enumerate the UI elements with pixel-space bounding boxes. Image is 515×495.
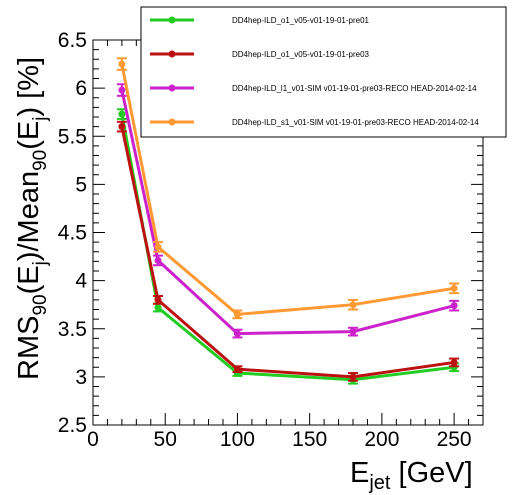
data-point <box>118 86 126 94</box>
y-axis-label-rms: RMS <box>13 316 45 380</box>
y-axis-label-sub90a: 90 <box>30 294 51 315</box>
data-point <box>154 256 162 264</box>
data-point <box>349 328 357 336</box>
legend-marker-3 <box>168 84 176 92</box>
data-point <box>450 284 458 292</box>
data-point <box>349 301 357 309</box>
legend-marker-1 <box>168 16 176 24</box>
y-axis-label-paren1: (E <box>13 265 45 294</box>
y-axis-label-sub90b: 90 <box>30 150 51 171</box>
legend-marker-2 <box>168 50 176 58</box>
data-point <box>233 365 241 373</box>
series-line-1 <box>120 113 455 382</box>
data-point <box>233 330 241 338</box>
data-point <box>349 373 357 381</box>
data-point <box>118 60 126 68</box>
legend-label-3: DD4hep-ILD_l1_v01-SIM v01-19-01-pre03-RE… <box>232 84 477 93</box>
series-line-2 <box>120 126 455 379</box>
y-tick-label: 5.5 <box>58 125 87 148</box>
data-point <box>154 243 162 251</box>
y-tick-label: 5 <box>75 173 87 196</box>
legend-box <box>140 6 507 138</box>
legend-label-2: DD4hep-ILD_o1_v05-v01-19-01-pre03 <box>232 50 370 59</box>
x-tick-label: 0 <box>87 428 99 451</box>
data-point <box>154 296 162 304</box>
x-axis-title: Ejet [GeV] <box>350 457 473 494</box>
y-tick-label: 2.5 <box>58 414 87 437</box>
y-tick-label: 4 <box>75 270 87 293</box>
y-axis-label-paren2: (E <box>13 121 45 150</box>
legend-marker-4 <box>168 118 176 126</box>
x-axis-label-unit: [GeV] <box>390 457 472 489</box>
plot-area: 2.5 3 3.5 4 4.5 5 5.5 6 6.5 0 50 100 150 200 250 <box>58 29 484 451</box>
y-axis-label-slashmean: )/Mean <box>13 171 45 261</box>
x-axis-label-main: E <box>350 457 369 489</box>
x-tick-label: 50 <box>154 428 177 451</box>
x-tick-label: 250 <box>437 428 472 451</box>
data-point <box>118 110 126 118</box>
y-tick-label: 3 <box>75 366 87 389</box>
legend-label-1: DD4hep-ILD_o1_v05-v01-19-01-pre01 <box>232 16 370 25</box>
data-point <box>118 123 126 131</box>
x-tick-label: 150 <box>292 428 327 451</box>
y-tick-label: 6 <box>75 77 87 100</box>
data-point <box>233 310 241 318</box>
data-point <box>154 304 162 312</box>
y-axis-label-subj1: j <box>30 261 51 266</box>
x-tick-label: 100 <box>220 428 255 451</box>
y-tick-label: 4.5 <box>58 222 87 245</box>
x-axis-label-sub: jet <box>368 472 391 494</box>
legend: DD4hep-ILD_o1_v05-v01-19-01-pre01 DD4hep-… <box>150 16 479 127</box>
y-axis-label-unit: ) [%] <box>13 57 45 117</box>
data-point <box>450 302 458 310</box>
y-axis-title: RMS90(Ej)/Mean90(Ej) [%] <box>13 57 51 380</box>
y-axis-label-subj2: j <box>30 117 51 122</box>
y-tick-label: 6.5 <box>58 29 87 52</box>
x-tick-label: 200 <box>364 428 399 451</box>
y-tick-label: 3.5 <box>58 318 87 341</box>
legend-label-4: DD4hep-ILD_s1_v01-SIM v01-19-01-pre03-RE… <box>232 118 479 127</box>
data-point <box>450 358 458 366</box>
